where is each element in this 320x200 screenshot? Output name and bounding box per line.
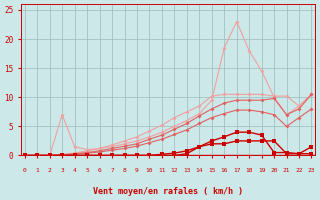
X-axis label: Vent moyen/en rafales ( km/h ): Vent moyen/en rafales ( km/h ) xyxy=(93,187,243,196)
